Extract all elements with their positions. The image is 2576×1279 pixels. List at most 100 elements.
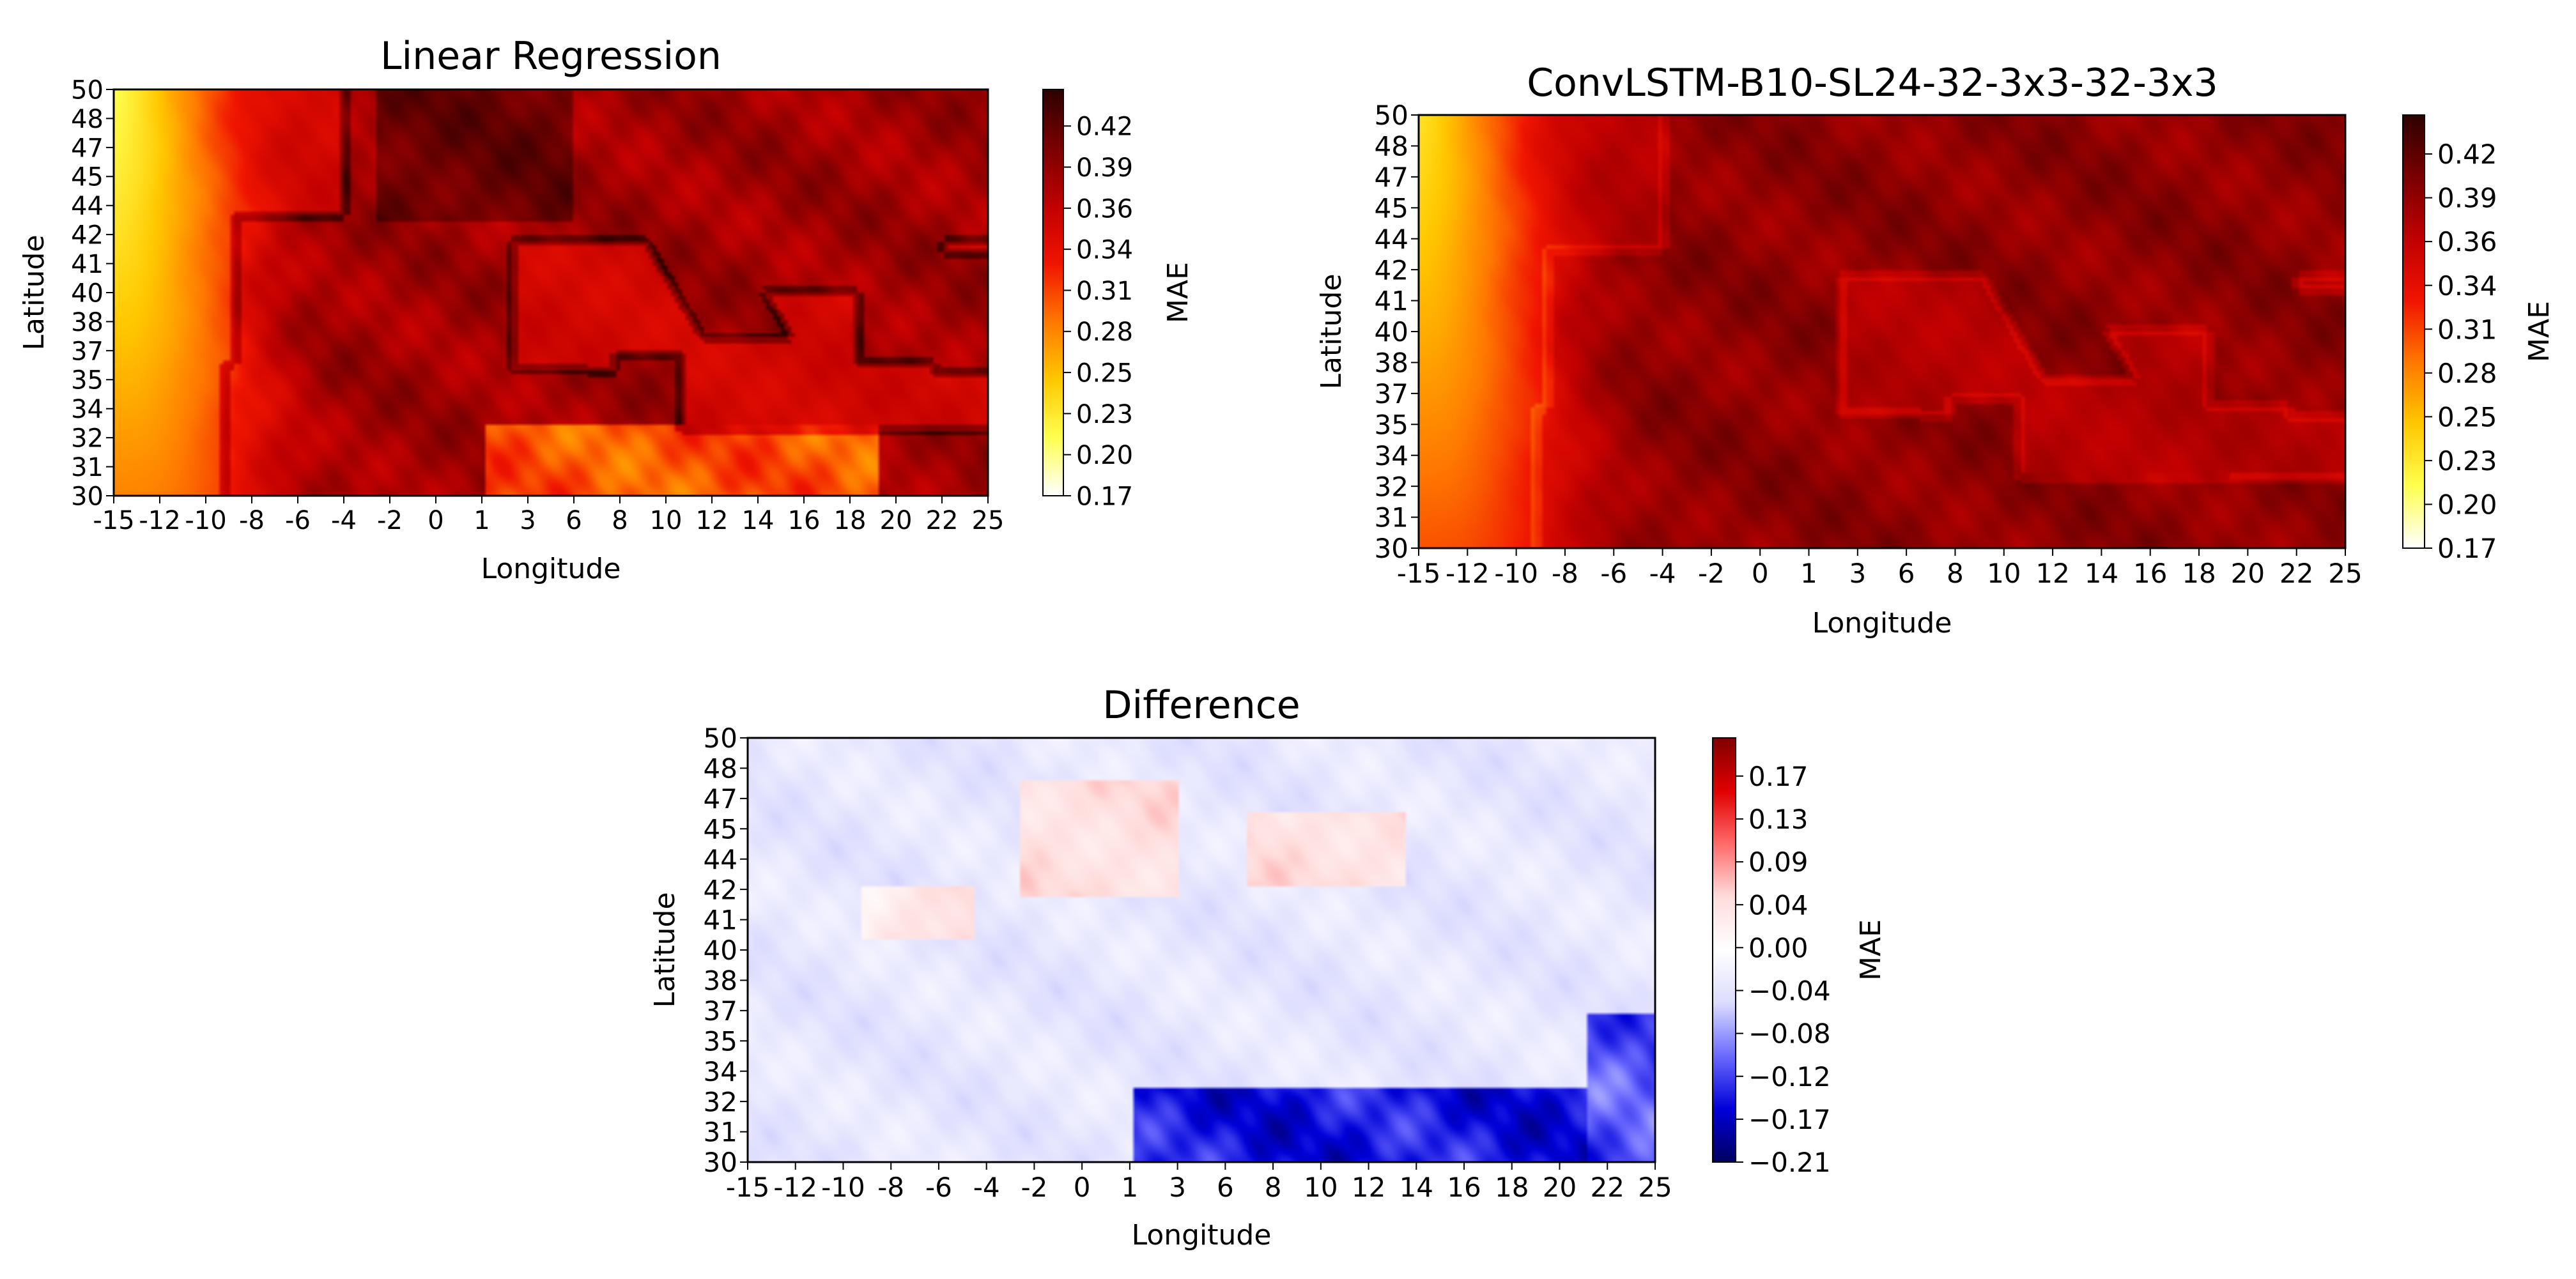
x-tick-label: 14 bbox=[2085, 558, 2118, 589]
colorbar-tick-label: 0.42 bbox=[2437, 139, 2497, 170]
x-tick-label: -2 bbox=[1021, 1172, 1047, 1203]
x-tick-label: 25 bbox=[972, 506, 1005, 535]
x-tick-label: 16 bbox=[1447, 1172, 1481, 1203]
y-tick-label: 32 bbox=[1375, 471, 1408, 502]
y-tick-label: 32 bbox=[704, 1086, 737, 1117]
y-tick-label: 45 bbox=[1375, 192, 1408, 224]
colorbar-tick-label: 0.31 bbox=[2437, 314, 2497, 345]
y-tick-label: 45 bbox=[71, 163, 104, 192]
y-tick-label: 47 bbox=[1375, 162, 1408, 193]
x-tick-label: 1 bbox=[474, 506, 490, 535]
y-tick-label: 42 bbox=[704, 874, 737, 905]
colorbar-tick-label: 0.20 bbox=[2437, 489, 2497, 521]
x-tick-label: 10 bbox=[650, 506, 683, 535]
x-tick-label: 3 bbox=[520, 506, 536, 535]
x-tick-label: 3 bbox=[1169, 1172, 1186, 1203]
x-tick-label: 25 bbox=[1638, 1172, 1672, 1203]
colorbar-tick-label: 0.25 bbox=[1076, 358, 1133, 388]
y-tick-label: 37 bbox=[1375, 378, 1408, 410]
x-tick-label: 0 bbox=[428, 506, 443, 535]
x-tick-label: 6 bbox=[566, 506, 582, 535]
y-tick-label: 47 bbox=[71, 134, 104, 163]
y-tick-label: 31 bbox=[71, 453, 104, 482]
colorbar-tick-label: 0.04 bbox=[1748, 889, 1809, 921]
y-axis-label: Latitude bbox=[18, 234, 50, 350]
y-tick-label: 40 bbox=[71, 279, 104, 308]
x-tick-label: 16 bbox=[2133, 558, 2167, 589]
y-tick-label: 50 bbox=[1375, 100, 1408, 131]
colorbar-tick-label: 0.34 bbox=[2437, 270, 2497, 302]
colorbar bbox=[2402, 114, 2425, 549]
colorbar-tick-label: 0.17 bbox=[1076, 482, 1133, 511]
colorbar-tick-label: 0.39 bbox=[2437, 183, 2497, 214]
x-tick-label: -6 bbox=[285, 506, 311, 535]
colorbar-tick-label: 0.09 bbox=[1748, 846, 1809, 878]
colorbar-label: MAE bbox=[2523, 301, 2556, 362]
colorbar-tick-label: −0.17 bbox=[1748, 1104, 1831, 1135]
colorbar-label: MAE bbox=[1855, 919, 1887, 981]
y-tick-label: 38 bbox=[71, 308, 104, 337]
heatmap-image bbox=[114, 89, 988, 496]
y-tick-label: 37 bbox=[71, 337, 104, 366]
y-tick-label: 45 bbox=[704, 813, 737, 845]
x-tick-label: 10 bbox=[1304, 1172, 1338, 1203]
x-tick-label: 3 bbox=[1849, 558, 1866, 589]
y-tick-label: 30 bbox=[1375, 533, 1408, 564]
y-tick-label: 50 bbox=[71, 75, 104, 105]
colorbar-tick-labels: 0.17 0.20 0.23 0.25 0.28 0.31 0.34 0.36 0.39 0.42 bbox=[2425, 139, 2497, 564]
x-tick-label: 20 bbox=[1543, 1172, 1577, 1203]
x-tick-label: -8 bbox=[239, 506, 265, 535]
colorbar-tick-label: 0.17 bbox=[2437, 533, 2497, 564]
x-tick-label: -8 bbox=[1552, 558, 1578, 589]
x-tick-label: 0 bbox=[1074, 1172, 1091, 1203]
colorbar-tick-label: 0.13 bbox=[1748, 804, 1809, 835]
y-tick-label: 35 bbox=[71, 366, 104, 395]
x-tick-label: 8 bbox=[1947, 558, 1964, 589]
colorbar-tick-label: 0.28 bbox=[1076, 318, 1133, 347]
x-tick-label: -15 bbox=[726, 1172, 770, 1203]
y-tick-label: 31 bbox=[1375, 502, 1408, 533]
colorbar-tick-label: −0.08 bbox=[1748, 1018, 1831, 1050]
heatmap-image bbox=[1419, 115, 2345, 548]
x-tick-label: -10 bbox=[1494, 558, 1538, 589]
colorbar-tick-label: −0.21 bbox=[1748, 1147, 1831, 1178]
x-tick-label: -2 bbox=[377, 506, 403, 535]
y-tick-label: 40 bbox=[1375, 316, 1408, 348]
y-tick-label: 44 bbox=[704, 844, 737, 875]
x-tick-label: 1 bbox=[1800, 558, 1817, 589]
x-tick-label: -4 bbox=[331, 506, 357, 535]
colorbar bbox=[1042, 89, 1064, 496]
y-axis-label: Latitude bbox=[1315, 273, 1348, 389]
x-tick-label: 12 bbox=[2035, 558, 2069, 589]
colorbar-tick-labels: 0.17 0.20 0.23 0.25 0.28 0.31 0.34 0.36 0.39 0.42 bbox=[1063, 112, 1133, 511]
colorbar-tick-label: 0.36 bbox=[2437, 226, 2497, 257]
chart-title: Linear Regression bbox=[380, 34, 721, 79]
x-tick-label: 18 bbox=[834, 506, 867, 535]
x-tick-labels: -15 -12 -10 -8 -6 -4 -2 0 1 3 6 8 10 12 14 16 18 20 22 25 bbox=[726, 1162, 1672, 1203]
x-tick-label: -10 bbox=[821, 1172, 865, 1203]
x-tick-label: 12 bbox=[1352, 1172, 1385, 1203]
x-axis-label: Longitude bbox=[1132, 1219, 1272, 1252]
x-tick-label: -6 bbox=[1600, 558, 1627, 589]
y-tick-label: 40 bbox=[704, 935, 737, 966]
colorbar-tick-label: 0.17 bbox=[1748, 761, 1809, 792]
x-tick-label: 18 bbox=[1495, 1172, 1529, 1203]
colorbar-tick-label: 0.28 bbox=[2437, 358, 2497, 389]
x-tick-label: 0 bbox=[1752, 558, 1769, 589]
y-tick-label: 34 bbox=[71, 395, 104, 424]
x-tick-label: -4 bbox=[973, 1172, 1000, 1203]
colorbar-tick-label: 0.25 bbox=[2437, 401, 2497, 433]
x-tick-label: -4 bbox=[1649, 558, 1676, 589]
x-tick-label: 25 bbox=[2328, 558, 2362, 589]
x-tick-label: -12 bbox=[1446, 558, 1490, 589]
x-tick-label: 14 bbox=[1400, 1172, 1433, 1203]
y-tick-label: 44 bbox=[71, 192, 104, 221]
x-tick-label: 16 bbox=[788, 506, 821, 535]
x-tick-label: 22 bbox=[2279, 558, 2313, 589]
x-tick-label: 22 bbox=[926, 506, 959, 535]
x-axis-label: Longitude bbox=[1812, 607, 1952, 640]
